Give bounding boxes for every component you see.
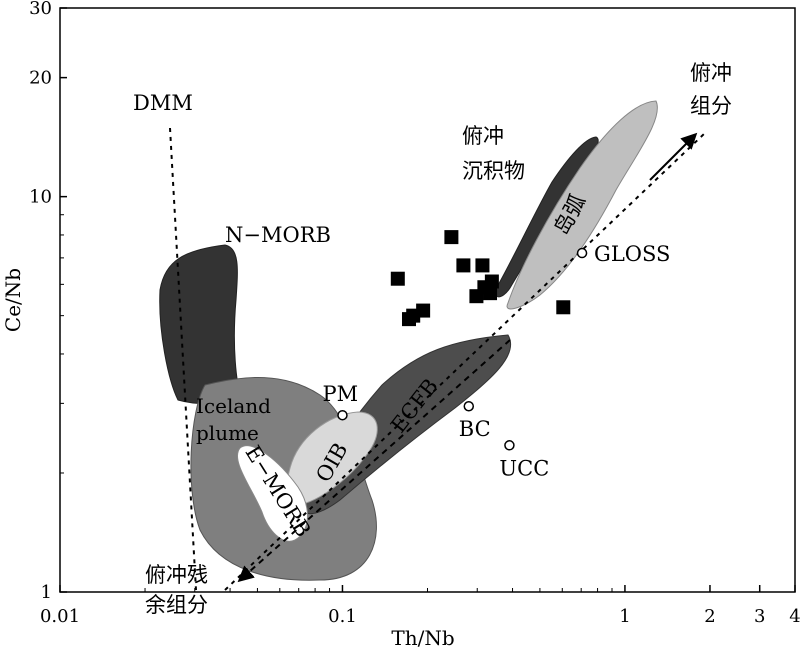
lower-arrow <box>237 339 511 583</box>
reference-point-gloss <box>576 247 588 259</box>
sample-points <box>390 230 571 327</box>
y-axis-ticks: 1 10 20 30 <box>29 0 67 603</box>
trend-lines <box>169 127 706 591</box>
upper-arrow <box>649 132 698 181</box>
sample-point <box>416 303 431 318</box>
x-tick-label: 1 <box>619 606 630 627</box>
sample-point <box>456 258 471 273</box>
y-tick-label: 1 <box>41 582 52 603</box>
iceland-label-line1: Iceland <box>196 394 271 418</box>
x-axis-ticks: 0.01 0.1 1 2 3 4 <box>40 585 800 627</box>
reference-point-pm <box>337 409 348 421</box>
reference-label-bc: BC <box>459 417 491 441</box>
reference-points: PM BC UCC GLOSS <box>322 242 670 480</box>
fields <box>159 100 658 581</box>
reference-label-gloss: GLOSS <box>594 242 670 266</box>
sample-point <box>390 271 405 286</box>
subduction-trend-line <box>224 132 706 591</box>
x-tick-label: 4 <box>789 606 800 627</box>
component-label-line2: 组分 <box>690 94 732 118</box>
sediment-label-line1: 俯冲 <box>462 124 504 148</box>
x-tick-label: 0.1 <box>328 606 357 627</box>
sample-point <box>556 300 571 315</box>
reference-label-ucc: UCC <box>499 456 549 480</box>
n-morb-label: N−MORB <box>225 223 331 247</box>
dmm-label: DMM <box>133 91 193 115</box>
sample-point <box>483 286 498 301</box>
x-tick-label: 2 <box>704 606 715 627</box>
iceland-label-line2: plume <box>196 421 259 445</box>
y-tick-label: 20 <box>29 68 52 89</box>
reference-point-ucc <box>504 440 515 451</box>
sample-point <box>484 274 499 289</box>
reference-label-pm: PM <box>322 382 358 406</box>
sample-point <box>475 258 490 273</box>
n-morb-field <box>159 244 243 405</box>
e-morb-field <box>237 445 308 542</box>
sample-point <box>444 230 459 245</box>
y-tick-label: 30 <box>29 0 52 19</box>
y-axis-title: Ce/Nb <box>1 268 25 332</box>
x-tick-label: 3 <box>754 606 765 627</box>
y-tick-label: 10 <box>29 187 52 208</box>
x-axis-title: Th/Nb <box>391 626 454 650</box>
island-arc-field <box>506 100 658 310</box>
component-label-line1: 俯冲 <box>690 61 732 85</box>
reference-point-bc <box>463 400 475 412</box>
residue-label-line1: 俯冲残 <box>145 563 208 587</box>
sediment-label-line2: 沉积物 <box>462 159 525 183</box>
residue-label-line2: 余组分 <box>145 593 208 617</box>
x-tick-label: 0.01 <box>40 606 80 627</box>
